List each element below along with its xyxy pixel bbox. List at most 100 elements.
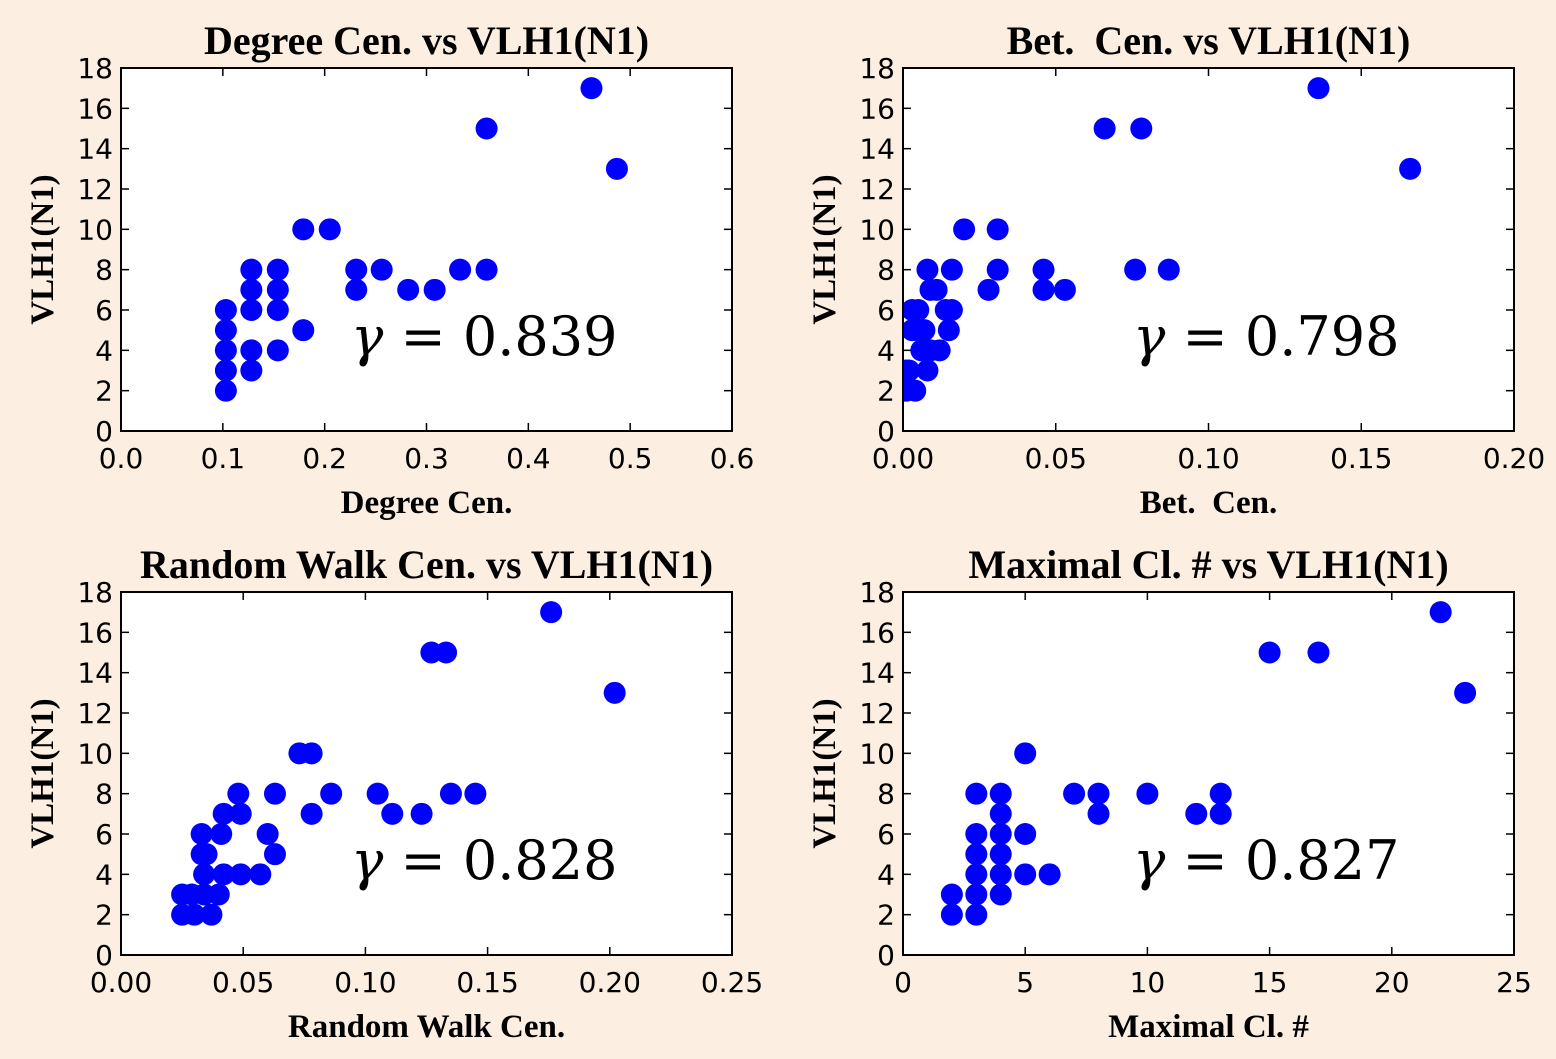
y-tick-label: 6 (95, 818, 113, 851)
y-tick-label: 14 (859, 133, 895, 166)
y-tick-label: 12 (859, 173, 895, 206)
x-tick-label: 0.25 (701, 966, 763, 999)
y-tick-label: 0 (95, 939, 113, 972)
correlation-annotation: γ = 0.827 (1133, 829, 1399, 892)
y-ticks: 0 2 4 6 8 10 12 14 16 18 (77, 576, 732, 972)
x-tick-label: 0.0 (99, 442, 144, 475)
scatter-point (240, 258, 263, 281)
scatter-point (989, 782, 1012, 805)
scatter-point (913, 319, 936, 342)
scatter-point (449, 258, 472, 281)
scatter-point (1185, 802, 1208, 825)
scatter-point (210, 823, 233, 845)
scatter-point (214, 379, 237, 402)
panel-random-walk-cen: Random Walk Cen. vs VLH1(N1) Random Walk… (25, 542, 763, 1045)
scatter-point (925, 278, 948, 301)
scatter-point (1038, 863, 1061, 886)
scatter-point (1209, 782, 1232, 805)
scatter-point (320, 782, 343, 805)
scatter-point (397, 278, 420, 301)
y-axis-label: VLH1(N1) (807, 174, 843, 324)
y-tick-label: 2 (877, 375, 895, 408)
scatter-point (937, 319, 960, 342)
scatter-point (1307, 641, 1330, 664)
y-tick-label: 10 (859, 737, 895, 770)
x-tick-label: 15 (1252, 966, 1288, 999)
y-tick-label: 4 (95, 858, 113, 891)
scatter-point (475, 117, 498, 140)
y-axis-label: VLH1(N1) (25, 698, 61, 848)
y-tick-label: 12 (77, 173, 113, 206)
scatter-point (1124, 258, 1147, 281)
scatter-point (266, 339, 289, 362)
scatter-point (300, 742, 323, 765)
scatter-point (977, 278, 1000, 301)
scatter-point (183, 903, 206, 926)
x-axis-label: Maximal Cl. # (1108, 1009, 1309, 1045)
scatter-point (266, 299, 289, 321)
scatter-point (1454, 681, 1477, 704)
scatter-point (986, 258, 1009, 281)
y-tick-label: 2 (877, 899, 895, 932)
x-tick-label: 0.00 (872, 442, 934, 475)
scatter-point (916, 258, 939, 281)
y-tick-label: 14 (77, 133, 113, 166)
scatter-point (965, 843, 988, 866)
scatter-point (965, 863, 988, 886)
scatter-point (193, 863, 216, 886)
y-tick-label: 16 (77, 616, 113, 649)
scatter-point (370, 258, 393, 281)
x-tick-label: 0.6 (710, 442, 755, 475)
correlation-value: = 0.798 (1165, 305, 1399, 368)
scatter-point (916, 359, 939, 382)
scatter-point (940, 299, 963, 321)
y-tick-label: 12 (859, 697, 895, 730)
scatter-point (475, 258, 498, 281)
y-tick-label: 8 (95, 254, 113, 287)
y-tick-label: 4 (95, 334, 113, 367)
scatter-point (965, 782, 988, 805)
axes-frame (120, 591, 733, 956)
x-axis-label: Degree Cen. (341, 485, 513, 521)
axes-frame (902, 591, 1515, 956)
correlation-value: = 0.827 (1165, 829, 1399, 892)
panel-maximal-cl: Maximal Cl. # vs VLH1(N1) Maximal Cl. # … (807, 542, 1532, 1045)
y-tick-label: 6 (877, 818, 895, 851)
y-tick-label: 8 (877, 254, 895, 287)
scatter-point (292, 218, 315, 241)
scatter-point (345, 278, 368, 301)
x-tick-label: 0.15 (1330, 442, 1392, 475)
axes-frame (902, 67, 1515, 432)
scatter-point (240, 299, 263, 321)
y-tick-label: 0 (877, 415, 895, 448)
scatter-points (171, 601, 626, 926)
y-tick-label: 14 (77, 657, 113, 690)
scatter-point (381, 802, 404, 825)
y-tick-label: 14 (859, 657, 895, 690)
scatter-point (940, 903, 963, 926)
scatter-points (903, 77, 1422, 402)
scatter-point (1136, 782, 1159, 805)
x-axis-label: Random Walk Cen. (288, 1009, 565, 1045)
scatter-point (214, 359, 237, 382)
scatter-point (1209, 802, 1232, 825)
scatter-point (240, 359, 263, 382)
scatter-point (263, 843, 286, 866)
x-tick-label: 5 (1016, 966, 1034, 999)
scatter-point (256, 823, 279, 845)
scatter-point (928, 339, 951, 362)
x-tick-label: 20 (1374, 966, 1410, 999)
scatter-point (986, 218, 1009, 241)
panel-bet-cen: Bet. Cen. vs VLH1(N1) Bet. Cen. VLH1(N1)… (807, 18, 1545, 521)
y-tick-label: 8 (95, 778, 113, 811)
scatter-point (212, 863, 235, 886)
correlation-annotation: γ = 0.798 (1133, 305, 1399, 368)
y-tick-label: 10 (77, 213, 113, 246)
y-axis-label: VLH1(N1) (807, 698, 843, 848)
scatter-point (907, 299, 930, 321)
x-ticks: 0.00 0.05 0.10 0.15 0.20 0.25 (90, 592, 763, 999)
scatter-point (435, 641, 458, 664)
y-tick-label: 8 (877, 778, 895, 811)
x-tick-label: 0.10 (1177, 442, 1239, 475)
scatter-point (1032, 278, 1055, 301)
